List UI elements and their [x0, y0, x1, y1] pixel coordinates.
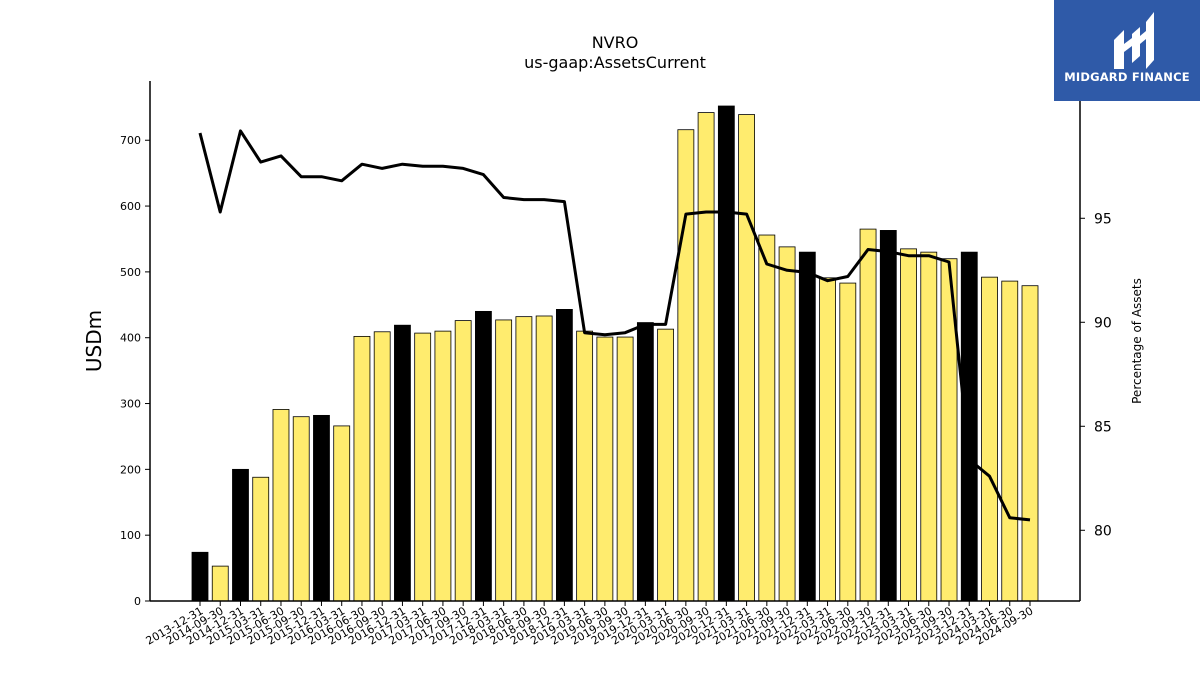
bar — [333, 425, 351, 602]
midgard-logo-icon — [1114, 12, 1154, 69]
bar — [232, 468, 249, 602]
bar — [758, 234, 776, 602]
bar — [434, 330, 452, 602]
logo-text: MIDGARD FINANCE — [1064, 70, 1190, 84]
percentage-line — [198, 129, 1031, 522]
axes-group: 0 100 200 300 400 500 600 700 80 85 90 95 — [120, 81, 1112, 608]
bar — [657, 328, 675, 602]
bar — [191, 551, 209, 602]
bar — [414, 332, 432, 602]
bar — [1021, 285, 1039, 602]
bar — [900, 248, 917, 602]
y2-tick-label: 85 — [1094, 419, 1112, 435]
chart-subtitle: us-gaap:AssetsCurrent — [524, 53, 706, 72]
y2-axis-label: Percentage of Assets — [1130, 278, 1144, 404]
y-tick-label: 200 — [120, 463, 141, 476]
y-tick-label: 500 — [120, 266, 141, 279]
bar — [292, 416, 310, 602]
bar — [697, 112, 715, 602]
bar — [373, 331, 391, 602]
bar — [981, 276, 998, 602]
y-tick-label: 700 — [120, 134, 141, 147]
bar — [475, 310, 492, 602]
bar — [353, 335, 371, 602]
bars-group — [191, 105, 1039, 602]
bar — [717, 105, 735, 602]
chart-title: NVRO — [592, 33, 639, 52]
bar — [535, 315, 553, 602]
y-tick-label: 400 — [120, 332, 141, 345]
y-tick-label: 0 — [134, 595, 141, 608]
bar — [839, 282, 857, 602]
bar — [677, 129, 695, 602]
bar — [495, 319, 513, 602]
bar — [1001, 280, 1019, 602]
bar — [738, 114, 755, 602]
y-tick-label: 600 — [120, 200, 141, 213]
y2-tick-label: 80 — [1094, 523, 1112, 539]
y2-tick-label: 95 — [1094, 211, 1112, 227]
bar — [879, 230, 897, 602]
bar — [555, 309, 573, 602]
y-tick-label: 300 — [120, 398, 141, 411]
bar — [313, 414, 330, 602]
brand-logo: MIDGARD FINANCE — [1054, 0, 1200, 101]
bar — [859, 228, 877, 602]
bar — [636, 322, 654, 602]
bar — [596, 336, 614, 602]
bar — [252, 476, 270, 602]
bar — [616, 336, 634, 602]
bar — [515, 316, 533, 602]
bar — [819, 277, 836, 602]
line-group — [198, 129, 1031, 522]
bar — [960, 251, 978, 602]
x-tick-labels: 2013-12-312014-09-302014-12-312015-03-31… — [144, 604, 1036, 647]
y2-tick-label: 90 — [1094, 315, 1112, 331]
bar — [272, 409, 290, 602]
y-axis-label: USDm — [82, 310, 106, 372]
bar — [211, 565, 229, 602]
bar — [920, 251, 938, 602]
bar — [798, 251, 816, 602]
y-tick-label: 100 — [120, 529, 141, 542]
bar — [576, 330, 594, 602]
bar — [454, 320, 472, 602]
bar — [394, 324, 411, 602]
bar — [778, 246, 796, 602]
